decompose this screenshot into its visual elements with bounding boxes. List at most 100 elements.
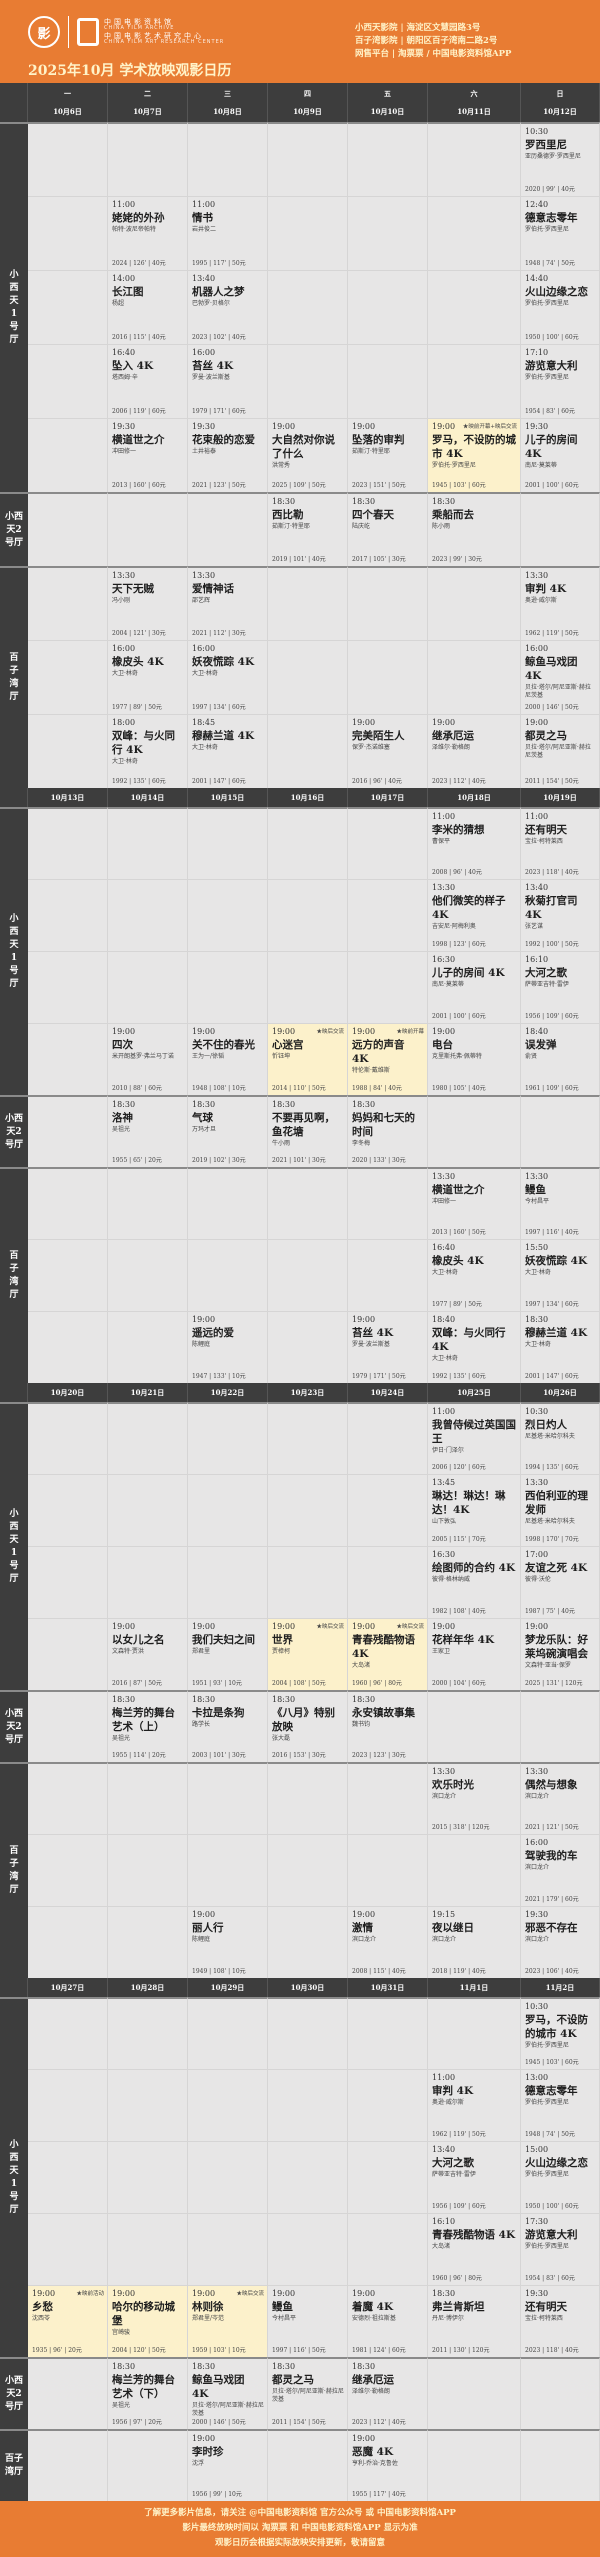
screening-slot[interactable]: 18:30 四个春天 陆庆屹 2017 | 105' | 30元 [348,492,428,566]
screening-slot[interactable]: 13:30 鳗鱼 今村昌平 1997 | 116' | 40元 [521,1167,600,1239]
screening-slot[interactable]: 11:00 审判 4K 奥逊·威尔斯 1962 | 119' | 50元 [428,2069,521,2141]
screening-slot[interactable]: 11:00 姥姥的外孙 帕特·波尼帝帕特 2024 | 126' | 40元 [108,196,188,270]
screening-slot[interactable]: 15:00 火山边缘之恋 罗伯托·罗西里尼 1950 | 100' | 60元 [521,2141,600,2213]
screening-slot[interactable]: 19:00 花样年华 4K 王家卫 2000 | 104' | 60元 [428,1618,521,1690]
film-title[interactable]: 橡皮头 4K [432,1255,484,1267]
screening-slot[interactable]: 19:00 ★映前活动 乡愁 沈西苓 1935 | 96' | 20元 [28,2285,108,2357]
film-title[interactable]: 青春残酷物语 4K [432,2229,516,2241]
screening-slot[interactable]: 19:00 ★映前开幕+映后交流 罗马，不设防的城市 4K 罗伯托·罗西里尼 1945 … [428,418,521,492]
screening-slot[interactable]: 13:30 爱情神话 邵艺辉 2021 | 112' | 30元 [188,566,268,640]
screening-slot[interactable]: 19:30 邪恶不存在 滨口龙介 2023 | 106' | 40元 [521,1906,600,1978]
film-title[interactable]: 着魔 4K [352,2301,394,2313]
film-title[interactable]: 邪恶不存在 [525,1922,578,1934]
film-title[interactable]: 梅兰芳的舞台艺术（下） [112,2374,175,2400]
screening-slot[interactable]: 19:00 遥远的爱 陈鲤庭 1947 | 133' | 10元 [188,1311,268,1383]
film-title[interactable]: 还有明天 [525,2301,567,2313]
film-title[interactable]: 罗马，不设防的城市 4K [525,2014,588,2040]
film-title[interactable]: 大自然对你说了什么 [272,434,335,460]
screening-slot[interactable]: 19:00 ★映前开幕 远方的声音 4K 特伦斯·戴维斯 1988 | 84' | 40… [348,1023,428,1095]
screening-slot[interactable]: 19:00 ★映后交流 世界 贾樟柯 2004 | 108' | 50元 [268,1618,348,1690]
screening-slot[interactable]: 19:00 我们夫妇之间 郑君里 1951 | 93' | 10元 [188,1618,268,1690]
screening-slot[interactable]: 16:00 妖夜慌踪 4K 大卫·林奇 1997 | 134' | 60元 [188,640,268,714]
screening-slot[interactable]: 13:30 天下无贼 冯小刚 2004 | 121' | 30元 [108,566,188,640]
screening-slot[interactable]: 18:30 洛神 吴祖光 1955 | 65' | 20元 [108,1095,188,1167]
screening-slot[interactable]: 18:30 《八月》特别放映 张大磊 2016 | 153' | 30元 [268,1690,348,1762]
film-title[interactable]: 绘图师的合约 4K [432,1562,516,1574]
film-title[interactable]: 卡拉是条狗 [192,1707,245,1719]
screening-slot[interactable]: 18:30 继承厄运 泽维尔·勒格朗 2023 | 112' | 40元 [348,2357,428,2429]
film-title[interactable]: 以女儿之名 [112,1634,165,1646]
film-title[interactable]: 误发弹 [525,1039,557,1051]
screening-slot[interactable]: 18:30 梅兰芳的舞台艺术（下） 吴祖光 1956 | 97' | 20元 [108,2357,188,2429]
screening-slot[interactable]: 16:00 鲸鱼马戏团 4K 贝拉·塔尔/阿尼亚斯·赫拉尼茨基 2000 | 146'… [521,640,600,714]
screening-slot[interactable]: 13:30 横道世之介 冲田修一 2013 | 160' | 50元 [428,1167,521,1239]
film-title[interactable]: 花样年华 4K [432,1634,495,1646]
screening-slot[interactable]: 19:00 四次 米开朗基罗·弗兰马丁诺 2010 | 88' | 60元 [108,1023,188,1095]
screening-slot[interactable]: 19:00 着魔 4K 安德烈·祖拉斯基 1981 | 124' | 60元 [348,2285,428,2357]
film-title[interactable]: 妖夜慌踪 4K [192,656,255,668]
film-title[interactable]: 还有明天 [525,824,567,836]
screening-slot[interactable]: 16:00 橡皮头 4K 大卫·林奇 1977 | 89' | 50元 [108,640,188,714]
screening-slot[interactable]: 19:00 以女儿之名 文森特·贾洪 2016 | 87' | 50元 [108,1618,188,1690]
film-title[interactable]: 火山边缘之恋 [525,286,588,298]
screening-slot[interactable]: 13:30 偶然与想象 滨口龙介 2021 | 121' | 50元 [521,1762,600,1834]
film-title[interactable]: 穆赫兰道 4K [192,730,255,742]
screening-slot[interactable]: 10:30 罗西里尼 亚历桑德罗·罗西里尼 2020 | 99' | 40元 [521,122,600,196]
screening-slot[interactable]: 18:30 永安镇故事集 魏书钧 2023 | 123' | 30元 [348,1690,428,1762]
film-title[interactable]: 游览意大利 [525,2229,578,2241]
film-title[interactable]: 妈妈和七天的时间 [352,1112,415,1138]
film-title[interactable]: 烈日灼人 [525,1419,567,1431]
screening-slot[interactable]: 19:30 还有明天 宝拉·柯特莱西 2023 | 118' | 40元 [521,2285,600,2357]
screening-slot[interactable]: 19:00 继承厄运 泽维尔·勒格朗 2023 | 112' | 40元 [428,714,521,788]
screening-slot[interactable]: 19:00 关不住的春光 王为一/徐韬 1948 | 108' | 10元 [188,1023,268,1095]
screening-slot[interactable]: 18:30 卡拉是条狗 路学长 2003 | 101' | 30元 [188,1690,268,1762]
screening-slot[interactable]: 15:50 妖夜慌踪 4K 大卫·林奇 1997 | 134' | 60元 [521,1239,600,1311]
screening-slot[interactable]: 19:00 梦龙乐队：好莱坞碗演唱会 文森特·亚当·保罗 2025 | 131' | … [521,1618,600,1690]
film-title[interactable]: 长江图 [112,286,144,298]
film-title[interactable]: 都灵之马 [272,2374,314,2386]
screening-slot[interactable]: 18:30 妈妈和七天的时间 李冬梅 2020 | 133' | 30元 [348,1095,428,1167]
film-title[interactable]: 鳗鱼 [272,2301,293,2313]
screening-slot[interactable]: 13:00 德意志零年 罗伯托·罗西里尼 1948 | 74' | 50元 [521,2069,600,2141]
screening-slot[interactable]: 18:30 梅兰芳的舞台艺术（上） 吴祖光 1955 | 114' | 20元 [108,1690,188,1762]
screening-slot[interactable]: 13:30 他们微笑的样子 4K 吉安尼·阿梅利奥 1998 | 123' | 60元 [428,879,521,951]
film-title[interactable]: 驾驶我的车 [525,1850,578,1862]
film-title[interactable]: 四个春天 [352,509,394,521]
screening-slot[interactable]: 13:30 审判 4K 奥逊·威尔斯 1962 | 119' | 50元 [521,566,600,640]
screening-slot[interactable]: 18:00 双峰：与火同行 4K 大卫·林奇 1992 | 135' | 60元 [108,714,188,788]
screening-slot[interactable]: 19:00 电台 克里斯托弗·佩蒂特 1980 | 105' | 40元 [428,1023,521,1095]
film-title[interactable]: 李米的猜想 [432,824,485,836]
screening-slot[interactable]: 18:45 穆赫兰道 4K 大卫·林奇 2001 | 147' | 60元 [188,714,268,788]
film-title[interactable]: 我们夫妇之间 [192,1634,255,1646]
film-title[interactable]: 天下无贼 [112,583,154,595]
film-title[interactable]: 夜以继日 [432,1922,474,1934]
film-title[interactable]: 审判 4K [525,583,567,595]
film-title[interactable]: 儿子的房间 4K [432,967,505,979]
film-title[interactable]: 审判 4K [432,2085,474,2097]
film-title[interactable]: 遥远的爱 [192,1327,234,1339]
film-title[interactable]: 欢乐时光 [432,1779,474,1791]
film-title[interactable]: 罗马，不设防的城市 4K [432,434,516,460]
screening-slot[interactable]: 18:30 气球 万玛才旦 2019 | 102' | 30元 [188,1095,268,1167]
screening-slot[interactable]: 18:30 穆赫兰道 4K 大卫·林奇 2001 | 147' | 60元 [521,1311,600,1383]
film-title[interactable]: 游览意大利 [525,360,578,372]
screening-slot[interactable]: 19:30 儿子的房间 4K 南尼·莫莱蒂 2001 | 100' | 60元 [521,418,600,492]
film-title[interactable]: 西比勒 [272,509,304,521]
screening-slot[interactable]: 16:40 坠入 4K 塔西姆·辛 2006 | 119' | 60元 [108,344,188,418]
screening-slot[interactable]: 19:30 横道世之介 冲田修一 2013 | 160' | 60元 [108,418,188,492]
screening-slot[interactable]: 19:00 恶魔 4K 亨利-乔治·克鲁佐 1955 | 117' | 40元 [348,2429,428,2501]
film-title[interactable]: 梅兰芳的舞台艺术（上） [112,1707,175,1733]
screening-slot[interactable]: 19:00 ★映后交流 林则徐 郑君里/岑范 1959 | 103' | 10元 [188,2285,268,2357]
film-title[interactable]: 永安镇故事集 [352,1707,415,1719]
screening-slot[interactable]: 11:00 情书 岩井俊二 1995 | 117' | 50元 [188,196,268,270]
film-title[interactable]: 坠落的审判 [352,434,405,446]
film-title[interactable]: 坠入 4K [112,360,154,372]
screening-slot[interactable]: 16:10 青春残酷物语 4K 大岛渚 1960 | 96' | 80元 [428,2213,521,2285]
film-title[interactable]: 琳达！琳达！琳达！4K [432,1490,506,1516]
screening-slot[interactable]: 18:30 都灵之马 贝拉·塔尔/阿尼亚斯·赫拉尼茨基 2011 | 154' | 5… [268,2357,348,2429]
screening-slot[interactable]: 13:45 琳达！琳达！琳达！4K 山下敦弘 2005 | 115' | 70元 [428,1474,521,1546]
film-title[interactable]: 他们微笑的样子 4K [432,895,506,921]
screening-slot[interactable]: 19:00 ★映后交流 青春残酷物语 4K 大岛渚 1960 | 96' | 80元 [348,1618,428,1690]
screening-slot[interactable]: 19:00 坠落的审判 茹斯汀·特里耶 2023 | 151' | 50元 [348,418,428,492]
screening-slot[interactable]: 10:30 烈日灼人 尼基塔·米哈尔科夫 1994 | 135' | 60元 [521,1402,600,1474]
